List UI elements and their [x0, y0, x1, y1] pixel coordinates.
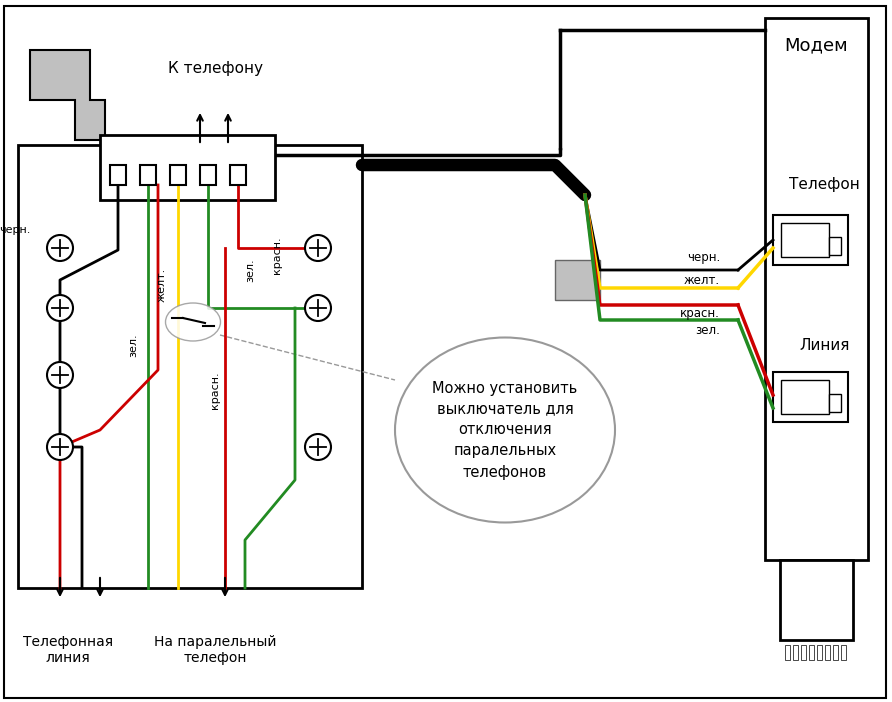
Text: Линия: Линия [799, 338, 850, 352]
Circle shape [47, 434, 73, 460]
Bar [765, 18, 868, 560]
Text: Можно установить
выключатель для
отключения
паралельных
телефонов: Можно установить выключатель для отключе… [433, 380, 578, 479]
Bar [781, 380, 829, 414]
Text: черн.: черн. [0, 225, 30, 235]
Bar [809, 645, 814, 660]
Bar [170, 165, 186, 185]
Circle shape [47, 295, 73, 321]
Text: К телефону: К телефону [168, 60, 262, 76]
Bar [18, 145, 362, 588]
Text: желт.: желт. [684, 274, 720, 286]
Bar [793, 645, 798, 660]
Bar [140, 165, 156, 185]
Bar [100, 135, 275, 200]
Bar [841, 645, 846, 660]
Bar [773, 372, 848, 422]
Circle shape [47, 362, 73, 388]
Ellipse shape [166, 303, 220, 341]
Text: желт.: желт. [157, 268, 167, 302]
Polygon shape [30, 50, 105, 140]
Bar [555, 260, 600, 300]
Bar [780, 560, 853, 640]
Bar [833, 645, 838, 660]
Bar [230, 165, 246, 185]
Bar [781, 223, 829, 257]
Bar [829, 237, 841, 255]
Text: Модем: Модем [785, 36, 848, 54]
Text: зел.: зел. [245, 258, 255, 282]
Bar [829, 394, 841, 412]
Bar [817, 645, 822, 660]
Bar [110, 165, 126, 185]
Circle shape [305, 295, 331, 321]
Circle shape [305, 434, 331, 460]
Ellipse shape [395, 338, 615, 522]
Bar [825, 645, 830, 660]
Circle shape [305, 235, 331, 261]
Text: Телефонная
линия: Телефонная линия [23, 635, 113, 665]
Circle shape [47, 235, 73, 261]
Bar [801, 645, 806, 660]
Text: черн.: черн. [687, 251, 720, 265]
Text: красн.: красн. [272, 236, 282, 274]
Bar [773, 215, 848, 265]
Text: Телефон: Телефон [789, 178, 860, 192]
Text: зел.: зел. [695, 324, 720, 336]
Bar [785, 645, 790, 660]
Text: На паралельный
телефон: На паралельный телефон [153, 635, 277, 665]
Text: зел.: зел. [128, 333, 138, 357]
Text: красн.: красн. [680, 307, 720, 319]
Text: красн.: красн. [210, 371, 220, 409]
Bar [200, 165, 216, 185]
